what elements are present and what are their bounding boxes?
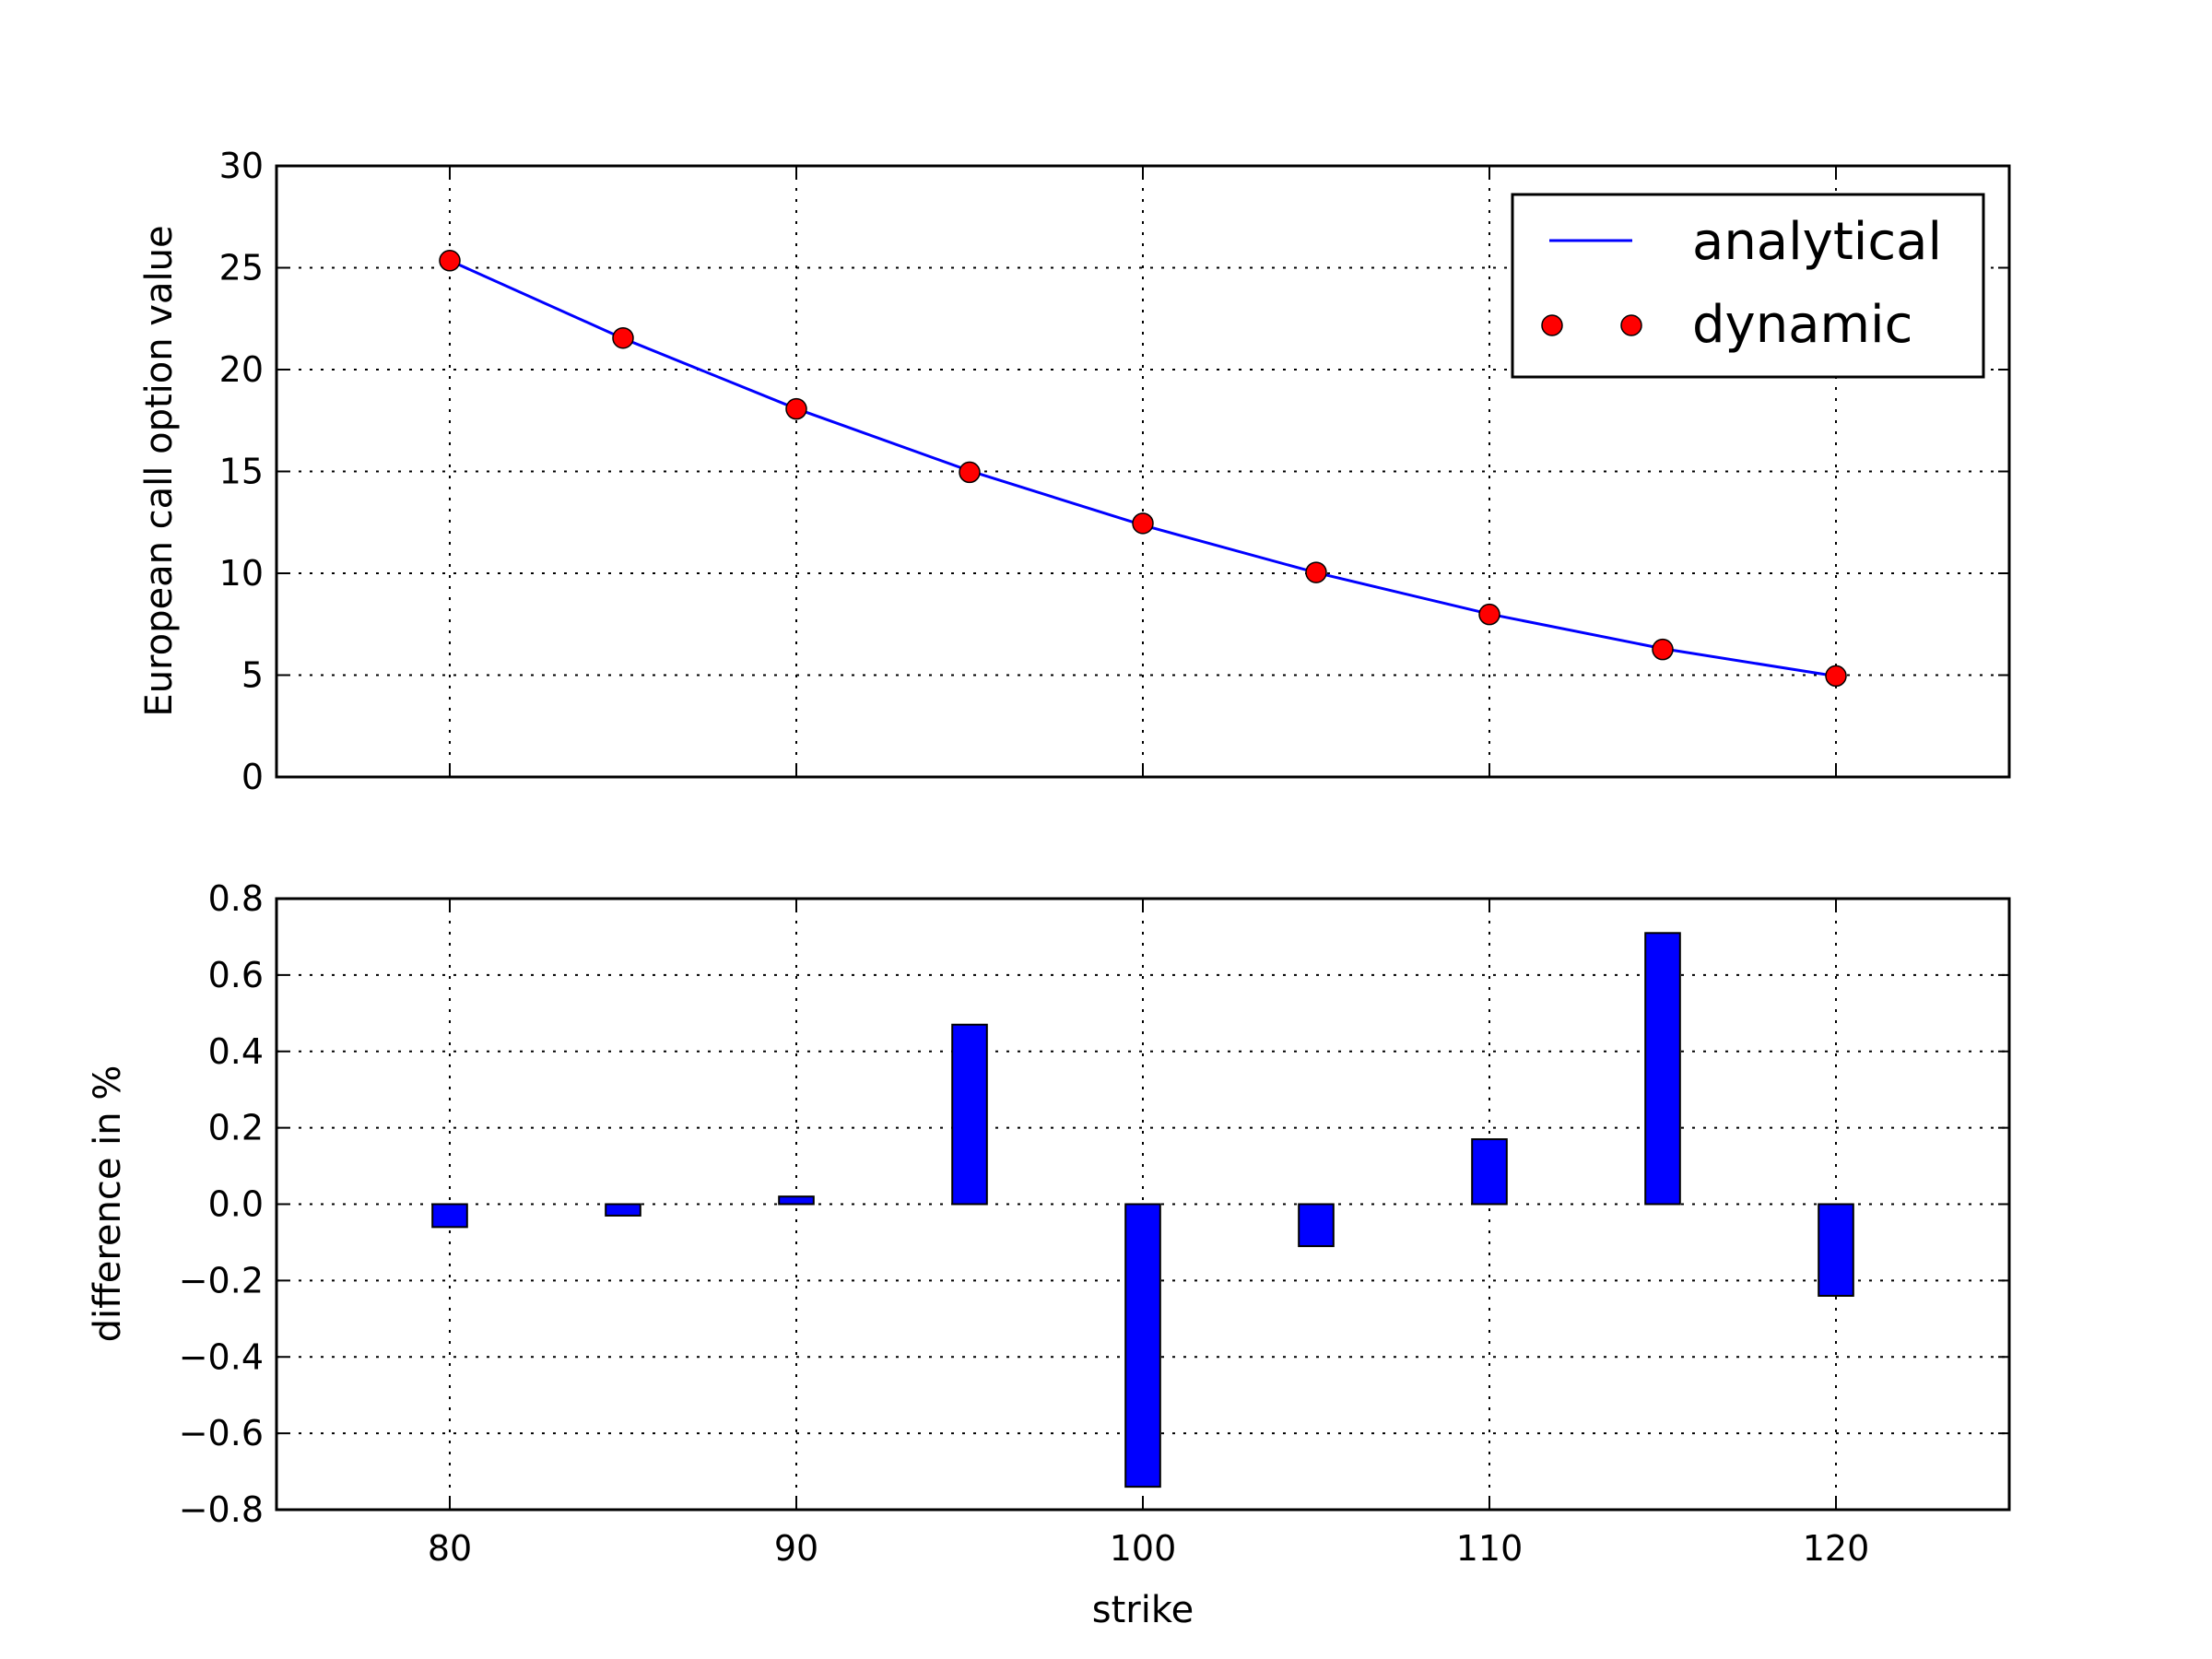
x-tick-label: 80 [428, 1528, 472, 1569]
difference-bar [1471, 1138, 1508, 1206]
data-point-dynamic [1825, 665, 1847, 688]
data-point-dynamic [612, 326, 634, 349]
difference-bar [951, 1023, 988, 1206]
y-tick-label: 0.6 [208, 955, 264, 995]
difference-bar [1298, 1203, 1335, 1248]
legend-label-analytical: analytical [1692, 212, 1942, 272]
y-tick-label: 15 [219, 452, 264, 492]
y-tick-label: 5 [241, 655, 264, 696]
difference-bar [431, 1203, 468, 1229]
data-point-dynamic [959, 461, 981, 484]
difference-panel: 80 90 100 110 120 −0.8 −0.6 −0.4 −0.2 0.0 0.2 0.4 0.… [87, 878, 2011, 1631]
legend-label-dynamic: dynamic [1692, 295, 1912, 355]
bottom-ticks: 80 90 100 110 120 −0.8 −0.6 −0.4 −0.2 0.0 0.2 0.4 0.… [179, 878, 2009, 1569]
legend-marker-swatch [1620, 314, 1642, 336]
bottom-y-axis-label: difference in % [87, 1065, 129, 1343]
y-tick-label: −0.4 [179, 1336, 264, 1377]
data-point-dynamic [785, 397, 807, 420]
data-point-dynamic [1132, 512, 1154, 535]
data-point-dynamic [1478, 603, 1500, 626]
bottom-plot-area [431, 932, 1854, 1488]
data-point-dynamic [1305, 561, 1327, 583]
difference-bar [605, 1203, 641, 1217]
y-tick-label: 0.8 [208, 878, 264, 919]
y-tick-label: 20 [219, 349, 264, 390]
y-tick-label: 0.2 [208, 1108, 264, 1148]
y-tick-label: 0 [241, 757, 264, 797]
y-tick-label: 25 [219, 248, 264, 288]
x-tick-label: 90 [774, 1528, 818, 1569]
y-tick-label: −0.2 [179, 1260, 264, 1300]
difference-bar [778, 1195, 815, 1206]
data-point-dynamic [439, 250, 461, 272]
x-axis-label: strike [1092, 1589, 1194, 1631]
data-point-dynamic [1652, 638, 1674, 661]
y-tick-label: −0.6 [179, 1413, 264, 1453]
top-ticks: 0 5 10 15 20 25 30 [219, 146, 2009, 797]
y-tick-label: 0.4 [208, 1031, 264, 1072]
difference-bar [1644, 932, 1681, 1206]
y-tick-label: 10 [219, 553, 264, 594]
x-tick-label: 110 [1456, 1528, 1524, 1569]
y-tick-label: 0.0 [208, 1184, 264, 1225]
legend-marker-swatch [1541, 314, 1563, 336]
y-tick-label: 30 [219, 146, 264, 186]
x-tick-label: 120 [1803, 1528, 1870, 1569]
difference-bar [1124, 1203, 1161, 1488]
top-axes-frame [275, 164, 2011, 779]
bottom-axes-frame [275, 897, 2011, 1512]
legend-box [1511, 193, 1985, 379]
top-plot-area [439, 250, 1847, 688]
x-tick-label: 100 [1110, 1528, 1177, 1569]
legend: analytical dynamic [1511, 193, 1985, 379]
difference-bar [1818, 1203, 1854, 1297]
y-tick-label: −0.8 [179, 1489, 264, 1530]
top-y-axis-label: European call option value [138, 225, 181, 716]
